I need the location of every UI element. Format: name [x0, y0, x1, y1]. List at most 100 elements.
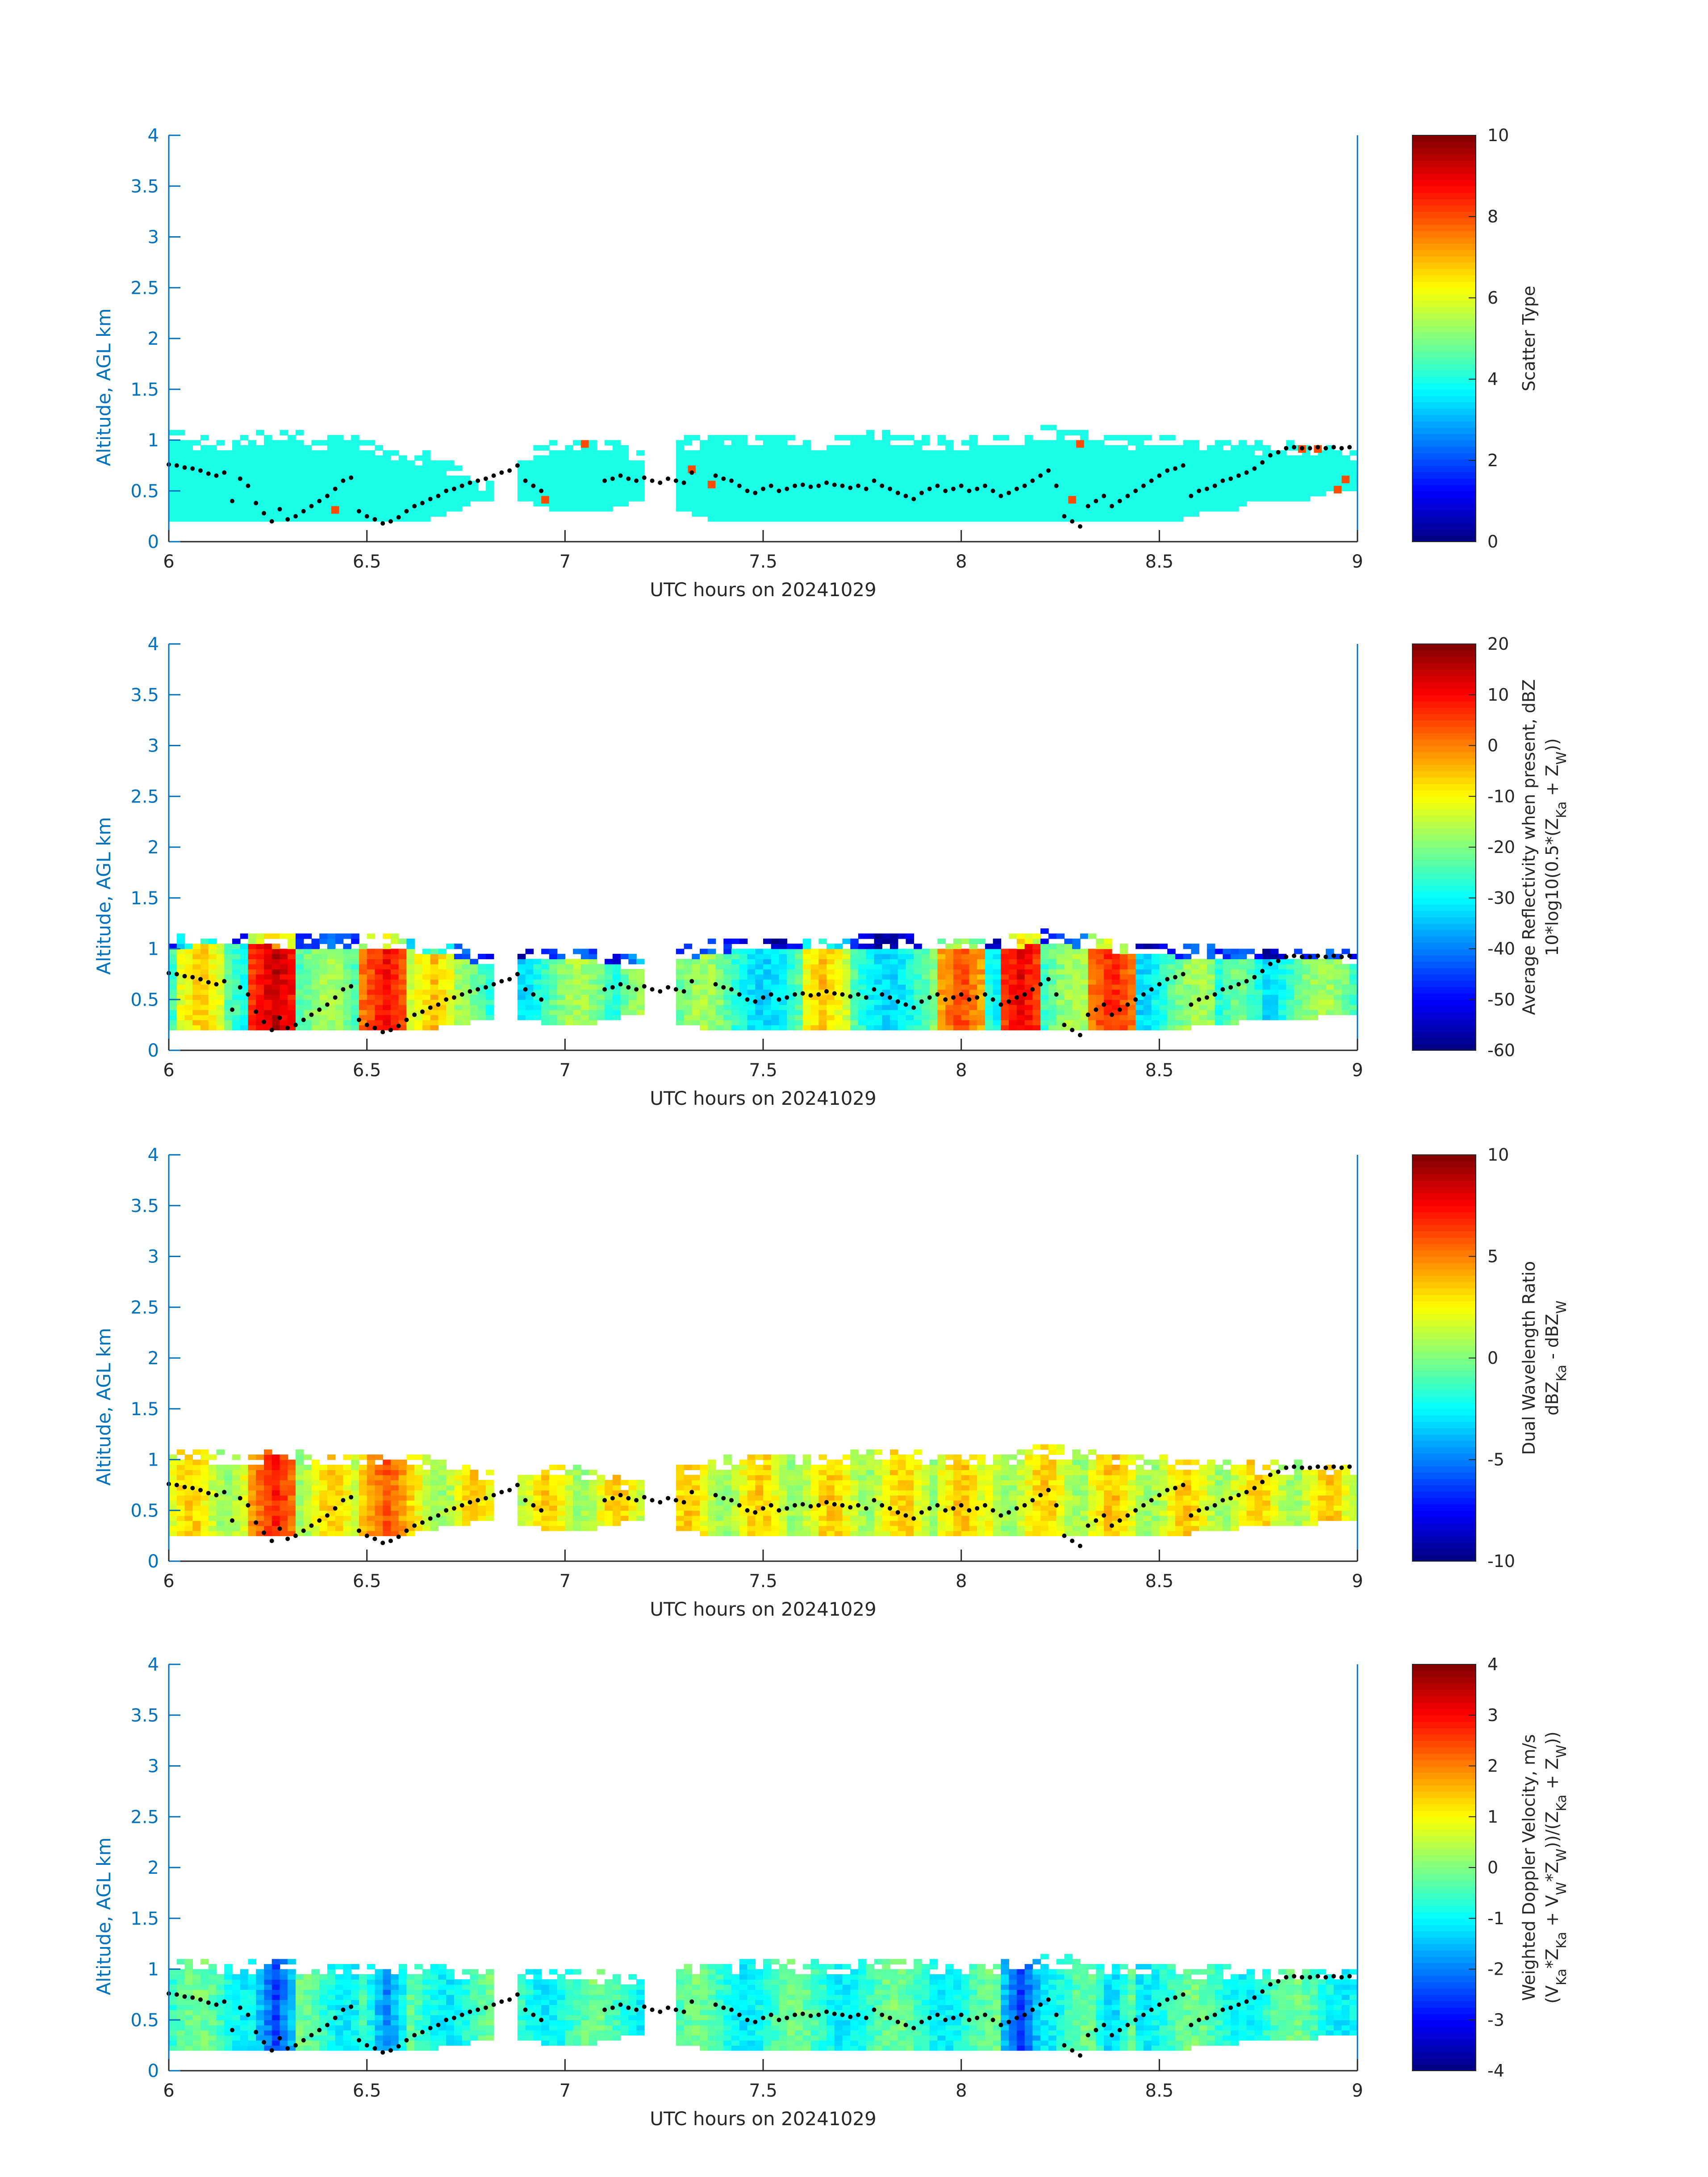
heatmap-cell [271, 1010, 280, 1015]
heatmap-cell [874, 445, 882, 451]
heatmap-cell [288, 994, 296, 1000]
heatmap-cell [462, 485, 471, 492]
heatmap-cell [1080, 933, 1089, 939]
overlay-point [1102, 1002, 1107, 1007]
heatmap-cell [842, 989, 851, 995]
heatmap-cell [1270, 999, 1279, 1005]
colorbar-swatch [1412, 491, 1476, 498]
heatmap-cell [1333, 994, 1342, 1000]
heatmap-cell [184, 1004, 193, 1010]
heatmap-cell [335, 938, 344, 944]
heatmap-cell [715, 435, 724, 441]
heatmap-cell [1136, 445, 1144, 451]
heatmap-cell [763, 465, 772, 471]
heatmap-cell [692, 481, 700, 486]
heatmap-cell [1104, 470, 1112, 476]
heatmap-cell [295, 445, 304, 451]
heatmap-cell [953, 470, 962, 476]
heatmap-cell [1231, 999, 1239, 1005]
heatmap-cell [295, 964, 304, 969]
heatmap-cell [280, 949, 288, 954]
heatmap-cell [367, 953, 376, 960]
heatmap-cell [731, 984, 740, 990]
heatmap-cell [248, 999, 257, 1005]
heatmap-cell [810, 470, 819, 476]
heatmap-cell [1199, 979, 1207, 985]
overlay-point [650, 478, 655, 483]
heatmap-cell [842, 476, 851, 481]
heatmap-cell [993, 460, 1002, 466]
heatmap-cell [1223, 1015, 1231, 1020]
heatmap-cell [375, 953, 383, 960]
heatmap-cell [454, 944, 463, 949]
heatmap-cell [1080, 496, 1089, 501]
overlay-point [476, 987, 480, 992]
heatmap-cell [969, 511, 977, 517]
heatmap-cell [779, 969, 788, 975]
heatmap-cell [1333, 964, 1342, 969]
heatmap-cell [327, 969, 336, 975]
colorbar-swatch [1412, 192, 1476, 199]
heatmap-cell [755, 435, 764, 441]
heatmap-cell [731, 450, 740, 456]
heatmap-cell [280, 440, 288, 446]
heatmap-cell [573, 465, 581, 471]
heatmap-cell [723, 1015, 732, 1020]
heatmap-cell [1136, 455, 1144, 461]
heatmap-cell [961, 481, 970, 486]
heatmap-cell [176, 1475, 185, 1480]
heatmap-cell [430, 470, 439, 476]
heatmap-cell [1143, 470, 1152, 476]
heatmap-cell [240, 460, 249, 466]
heatmap-cell [580, 450, 589, 456]
heatmap-cell [1223, 949, 1231, 954]
heatmap-cell [731, 1025, 740, 1031]
heatmap-cell [224, 485, 233, 492]
heatmap-cell [779, 470, 788, 476]
heatmap-cell [945, 1020, 954, 1025]
heatmap-cell [628, 953, 637, 960]
heatmap-cell [351, 964, 359, 969]
overlay-point [174, 463, 179, 468]
heatmap-cell [842, 959, 851, 965]
heatmap-cell [454, 476, 463, 481]
heatmap-cell [1080, 491, 1089, 497]
heatmap-cell [1302, 1010, 1311, 1015]
heatmap-cell [858, 476, 867, 481]
heatmap-cell [256, 944, 264, 949]
heatmap-cell [1111, 506, 1120, 512]
overlay-point [1030, 478, 1035, 483]
heatmap-cell [311, 999, 320, 1005]
heatmap-cell [1175, 511, 1184, 517]
colorbar-swatch [1412, 866, 1476, 873]
heatmap-cell [406, 969, 415, 975]
y-tick-label: 4 [148, 125, 159, 146]
heatmap-cell [937, 516, 946, 522]
heatmap-cell [589, 969, 597, 975]
heatmap-cell [747, 465, 756, 471]
heatmap-cell [565, 979, 573, 985]
heatmap-cell [192, 450, 201, 456]
heatmap-cell [684, 944, 693, 949]
heatmap-cell [921, 440, 930, 446]
heatmap-cell [176, 1515, 185, 1521]
heatmap-cell [731, 1004, 740, 1010]
heatmap-cell [1128, 979, 1136, 985]
heatmap-cell [597, 455, 605, 461]
heatmap-cell [533, 455, 542, 461]
heatmap-cell [612, 450, 621, 456]
heatmap-cell [684, 460, 693, 466]
heatmap-cell [636, 491, 645, 497]
heatmap-cell [747, 964, 756, 969]
heatmap-cell [1167, 485, 1176, 492]
heatmap-cell [1032, 944, 1041, 949]
heatmap-cell [819, 999, 827, 1005]
heatmap-cell [224, 969, 233, 975]
heatmap-cell [184, 1515, 193, 1521]
heatmap-cell [565, 465, 573, 471]
heatmap-cell [620, 470, 629, 476]
heatmap-cell [755, 974, 764, 980]
heatmap-cell [747, 476, 756, 481]
heatmap-cell [359, 476, 367, 481]
heatmap-cell [1072, 450, 1081, 456]
